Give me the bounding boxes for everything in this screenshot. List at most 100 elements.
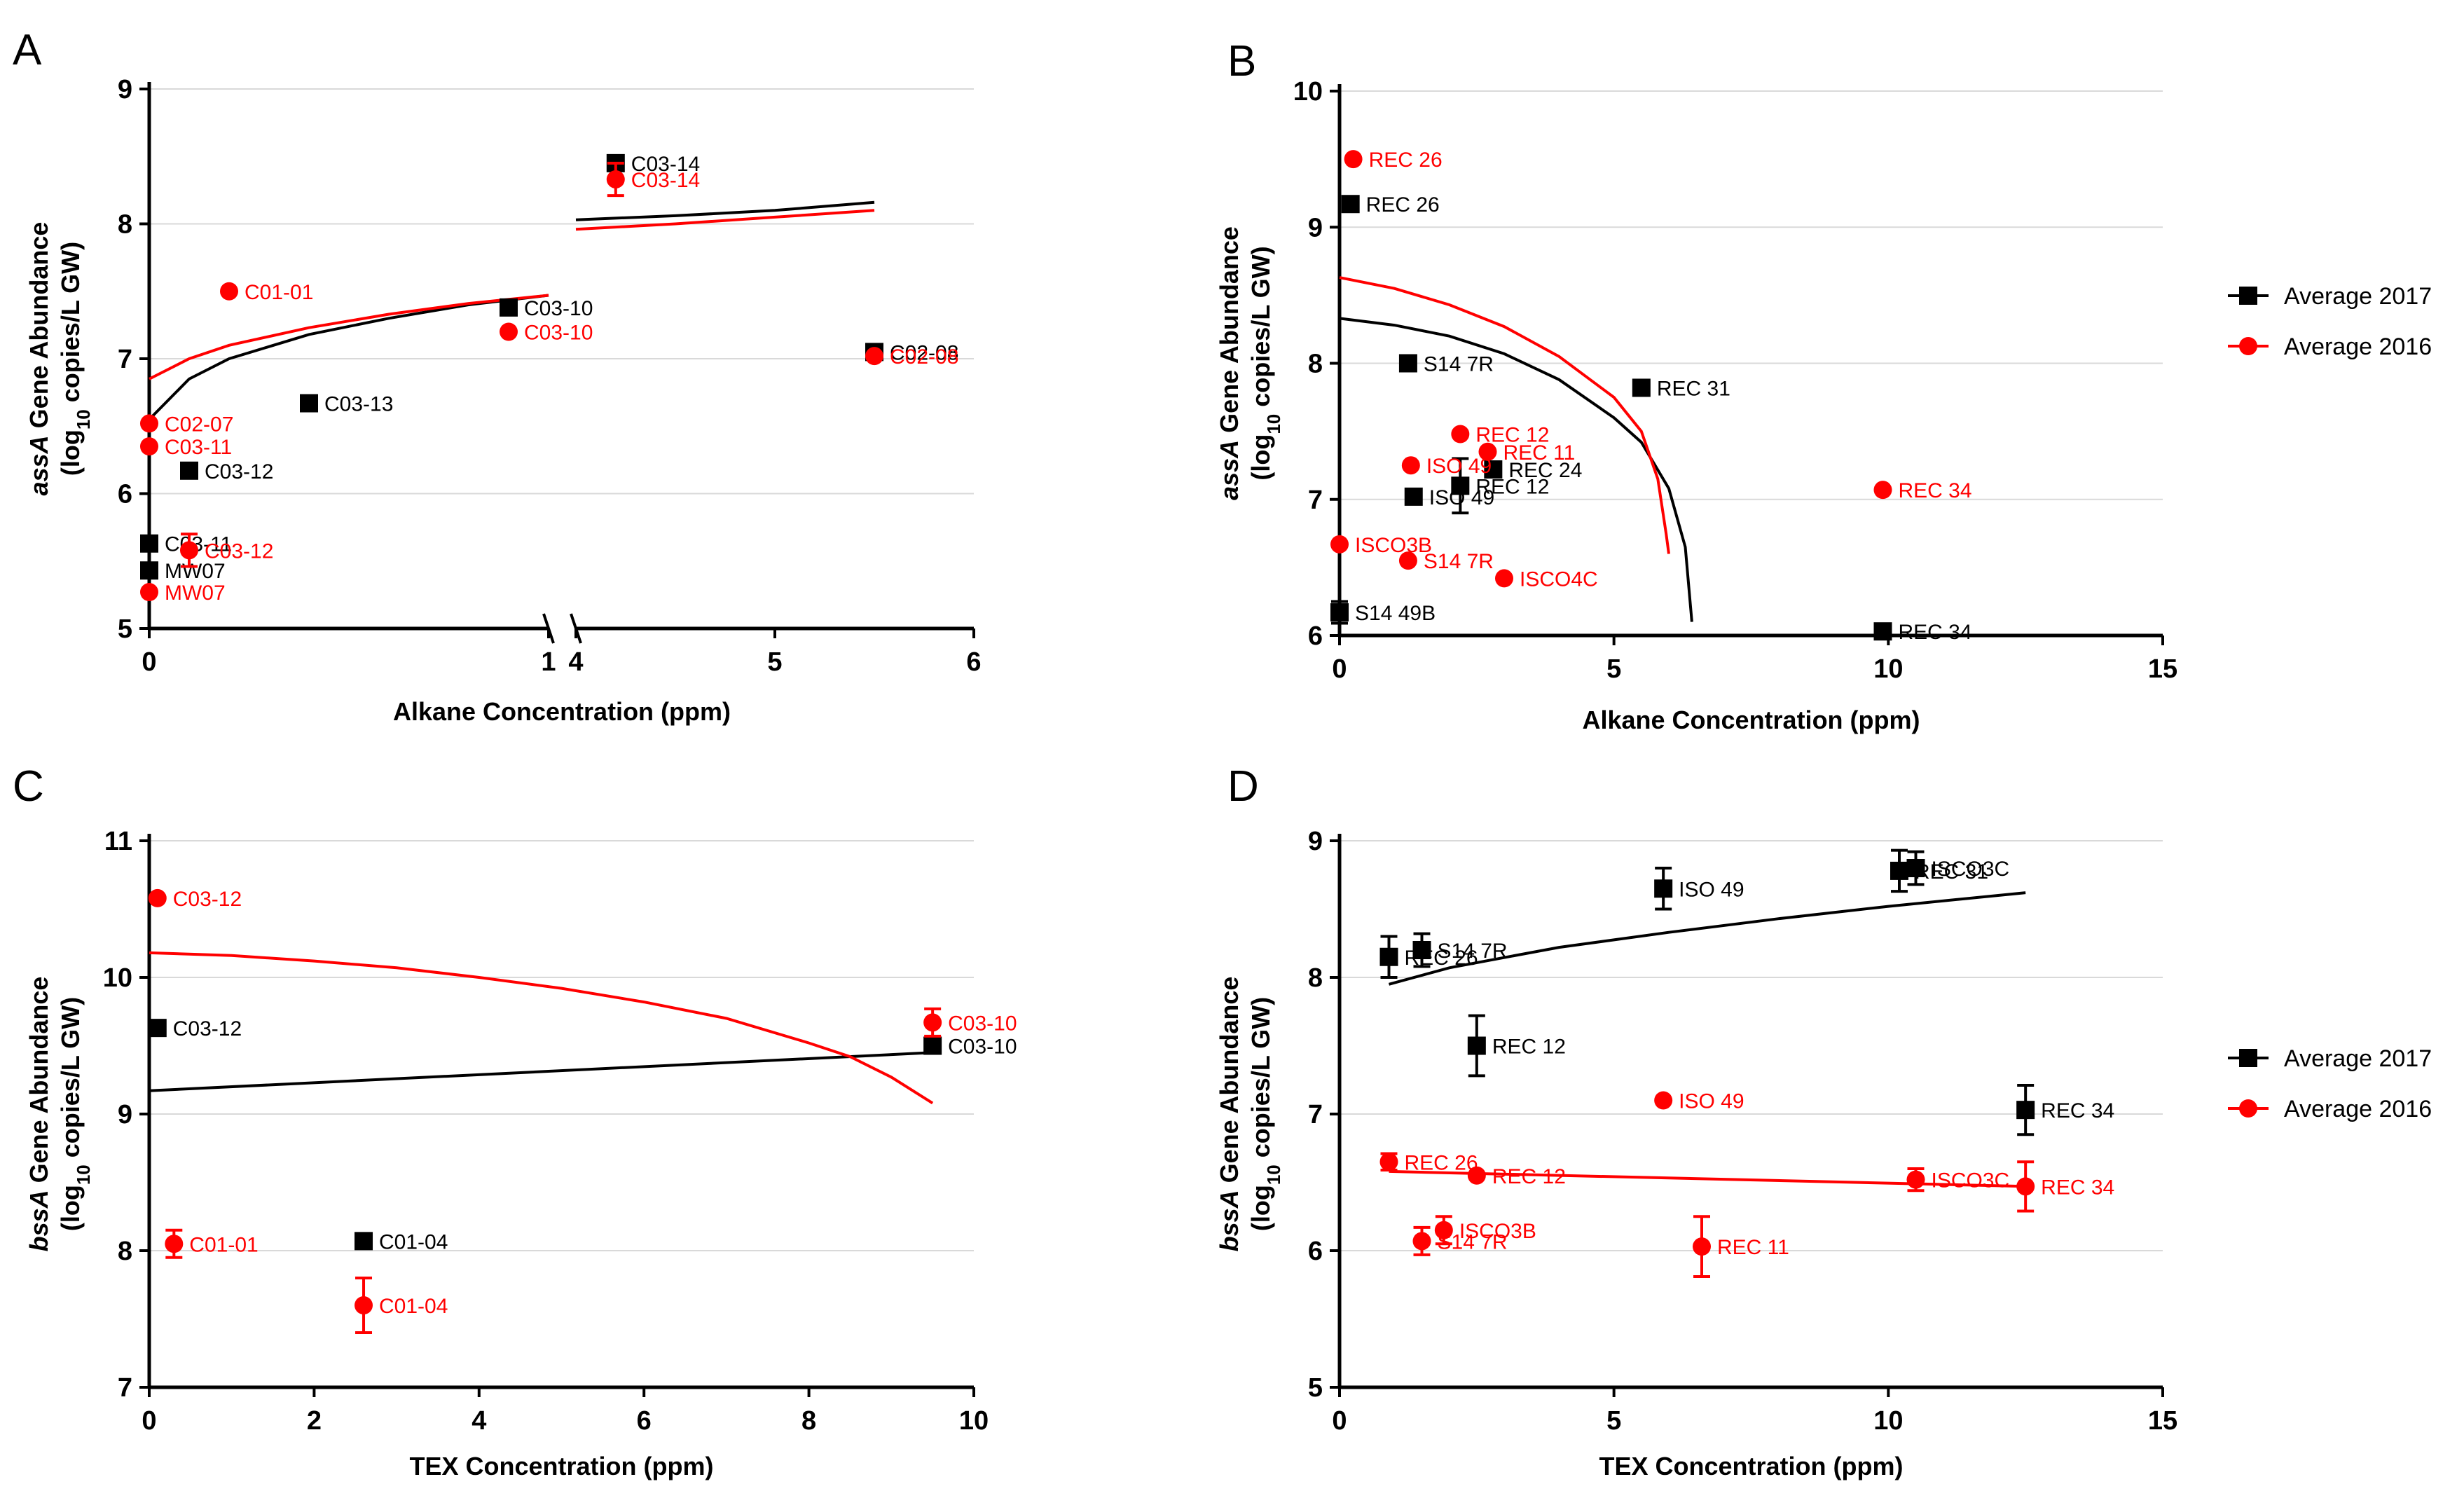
data-point-circle <box>1434 1221 1453 1239</box>
data-point-circle <box>1401 456 1420 475</box>
legend-top: Average 2017 Average 2016 <box>2228 283 2432 360</box>
point-label: C03-12 <box>205 460 273 483</box>
y-axis-units-sub: 10 <box>73 409 94 429</box>
panel-letter: B <box>1227 37 1256 85</box>
y-tick-label: 5 <box>1308 1373 1323 1403</box>
data-point-square <box>180 461 198 480</box>
legend-marker-square <box>2239 1049 2257 1067</box>
y-axis-units-post: copies/L GW) <box>56 997 85 1164</box>
point-label: C01-01 <box>189 1233 258 1256</box>
data-point-square <box>1398 354 1417 373</box>
y-tick-label: 7 <box>118 345 132 374</box>
legend-label: Average 2016 <box>2284 334 2432 360</box>
data-point-square <box>1890 861 1908 880</box>
x-axis-title: Alkane Concentration (ppm) <box>393 697 731 726</box>
x-tick-label: 5 <box>767 647 782 677</box>
point-label: C03-14 <box>631 153 700 176</box>
y-axis-gene-name: bssA <box>1215 1190 1244 1251</box>
fit-curve-black <box>1339 317 1693 622</box>
point-label: REC 34 <box>1899 479 1972 502</box>
y-tick-label: 8 <box>118 210 132 240</box>
y-axis-units-pre: (log <box>1246 1185 1275 1231</box>
fit-curve-black <box>1388 891 2026 986</box>
point-label: REC 34 <box>2041 1176 2114 1199</box>
y-tick-label: 11 <box>104 827 132 856</box>
point-label: C01-04 <box>379 1230 448 1253</box>
data-point-circle <box>355 1296 373 1314</box>
x-tick-label: 1 <box>541 647 556 677</box>
point-label: S14 7R <box>1424 550 1494 573</box>
data-point-circle <box>1451 425 1470 444</box>
data-point-circle <box>1478 442 1497 461</box>
x-tick-label: 15 <box>2148 654 2177 684</box>
point-label: MW07 <box>165 582 226 605</box>
data-point-circle <box>148 888 167 907</box>
y-axis-title-text: Gene Abundance <box>1215 977 1244 1190</box>
data-point-square <box>1484 460 1503 479</box>
point-label: REC 26 <box>1405 947 1478 970</box>
y-axis-title-text: Gene Abundance <box>25 222 53 436</box>
y-tick-label: 7 <box>118 1373 132 1403</box>
data-point-circle <box>140 414 158 433</box>
fit-curve-black <box>575 200 875 221</box>
point-label: REC 31 <box>1915 860 1988 884</box>
data-point-circle <box>165 1235 184 1253</box>
fit-curve-black <box>149 1051 933 1092</box>
data-point-square <box>923 1036 942 1055</box>
data-point-circle <box>140 437 158 456</box>
y-axis-title: assA Gene Abundance <box>1215 226 1244 500</box>
fit-curve-red <box>149 294 549 380</box>
x-tick-label: 0 <box>142 647 156 677</box>
y-tick-label: 7 <box>1308 1100 1323 1129</box>
point-label: ISCO3B <box>1459 1220 1536 1243</box>
point-label: C01-04 <box>379 1295 448 1318</box>
x-axis-title: Alkane Concentration (ppm) <box>1582 706 1920 734</box>
legend-marker-circle <box>2239 337 2257 355</box>
panel-a: A 5 6 7 8 9 0 1 4 5 6 Alkane Concentration (ppm) ass… <box>13 26 982 726</box>
point-label: REC 26 <box>1366 193 1440 217</box>
point-label: C02-08 <box>890 345 958 369</box>
data-point-circle <box>1379 1153 1398 1171</box>
point-label: REC 24 <box>1508 459 1582 482</box>
point-label: C03-12 <box>173 888 242 911</box>
point-label: ISCO3C <box>1932 1169 2010 1193</box>
point-label: ISO 49 <box>1679 1090 1744 1113</box>
data-point-square <box>300 394 318 413</box>
y-tick-label: 10 <box>103 963 132 993</box>
legend-marker-circle <box>2239 1099 2257 1118</box>
y-axis-units-sub: 10 <box>73 1164 94 1185</box>
y-axis-units-pre: (log <box>1246 434 1275 481</box>
data-point-square <box>1873 622 1892 641</box>
point-label: ISO 49 <box>1679 878 1744 901</box>
y-tick-label: 9 <box>118 75 132 104</box>
y-axis-gene-name: bssA <box>25 1190 53 1251</box>
y-axis-units-sub: 10 <box>1263 1164 1284 1185</box>
y-tick-label: 7 <box>1308 486 1323 515</box>
point-label: C03-12 <box>205 539 273 563</box>
point-label: ISO 49 <box>1426 455 1492 478</box>
point-label: REC 31 <box>1657 377 1730 400</box>
data-point-circle <box>1344 150 1363 169</box>
data-point-circle <box>1906 1170 1925 1189</box>
data-point-circle <box>1398 551 1417 570</box>
y-axis-units: (log10 copies/L GW) <box>1246 246 1284 480</box>
data-point-circle <box>2016 1177 2035 1196</box>
x-tick-label: 0 <box>1332 654 1347 684</box>
data-point-square <box>1632 378 1651 397</box>
point-label: MW07 <box>165 560 226 583</box>
y-axis-title: assA Gene Abundance <box>25 222 53 496</box>
y-axis-units: (log10 copies/L GW) <box>1246 997 1284 1231</box>
y-axis-title: bssA Gene Abundance <box>1215 977 1244 1252</box>
y-axis-units-post: copies/L GW) <box>1246 997 1275 1164</box>
point-label: S14 7R <box>1438 940 1508 963</box>
data-point-square <box>2016 1101 2035 1120</box>
point-label: C02-07 <box>165 413 233 436</box>
data-point-square <box>1467 1036 1486 1055</box>
x-axis-title: TEX Concentration (ppm) <box>1599 1452 1904 1480</box>
data-point-square <box>355 1232 373 1251</box>
y-axis-units-post: copies/L GW) <box>1246 246 1275 413</box>
y-tick-label: 8 <box>1308 963 1323 993</box>
y-axis-units-pre: (log <box>56 429 85 476</box>
legend-bottom: Average 2017 Average 2016 <box>2228 1045 2432 1122</box>
